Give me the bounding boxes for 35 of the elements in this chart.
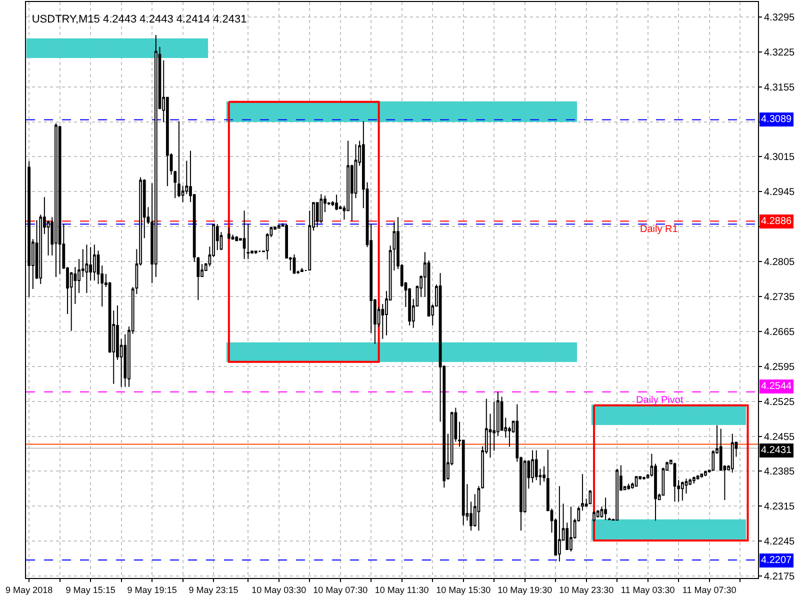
y-tick-label: 4.2945 (764, 187, 796, 198)
annotation: Daily Pivot (636, 395, 684, 406)
x-tick-label: 10 May 23:30 (559, 584, 614, 595)
y-tick-label: 4.2455 (764, 432, 796, 443)
y-tick-label: 4.2665 (764, 326, 796, 338)
y-tick-label: 4.3015 (764, 152, 796, 164)
x-tick-label: 9 May 2018 (6, 584, 53, 595)
ref-line-label: 4.2544 (761, 381, 792, 392)
y-tick-label: 4.2525 (764, 396, 796, 408)
y-tick-label: 4.2175 (764, 572, 796, 582)
text: USDTRY,M15 4.2443 4.2443 4.2414 4.2431 (32, 14, 247, 26)
x-tick-label: 9 May 23:15 (188, 584, 238, 595)
y-tick-label: 4.2245 (764, 536, 796, 548)
y-tick-label: 4.2805 (764, 257, 796, 268)
x-tick-label: 10 May 11:30 (374, 584, 429, 595)
y-tick-label: 4.2735 (764, 292, 796, 303)
x-tick-label: 10 May 03:30 (252, 584, 306, 595)
x-tick-label: 10 May 19:30 (498, 584, 552, 595)
ref-line-label: 4.2431 (761, 445, 792, 456)
y-tick-label: 4.3155 (764, 82, 796, 94)
x-tick-label: 9 May 19:15 (127, 584, 177, 595)
annotation: Daily R1 (640, 224, 678, 235)
x-tick-label: 11 May 03:30 (620, 584, 675, 595)
y-tick-label: 4.2595 (764, 362, 796, 373)
y-tick-label: 4.3295 (764, 12, 796, 24)
x-tick-label: 10 May 15:30 (436, 584, 491, 595)
x-tick-label: 11 May 07:30 (682, 584, 736, 595)
ref-line-label: 4.2207 (761, 555, 792, 566)
x-tick-label: 10 May 07:30 (313, 584, 368, 595)
y-tick-label: 4.2315 (764, 502, 796, 513)
y-tick-label: 4.3225 (764, 47, 796, 58)
ref-line-label: 4.3089 (761, 114, 792, 125)
ref-line-label: 4.2886 (761, 216, 792, 227)
x-tick-label: 9 May 15:15 (66, 584, 116, 595)
y-tick-label: 4.2385 (764, 466, 796, 478)
